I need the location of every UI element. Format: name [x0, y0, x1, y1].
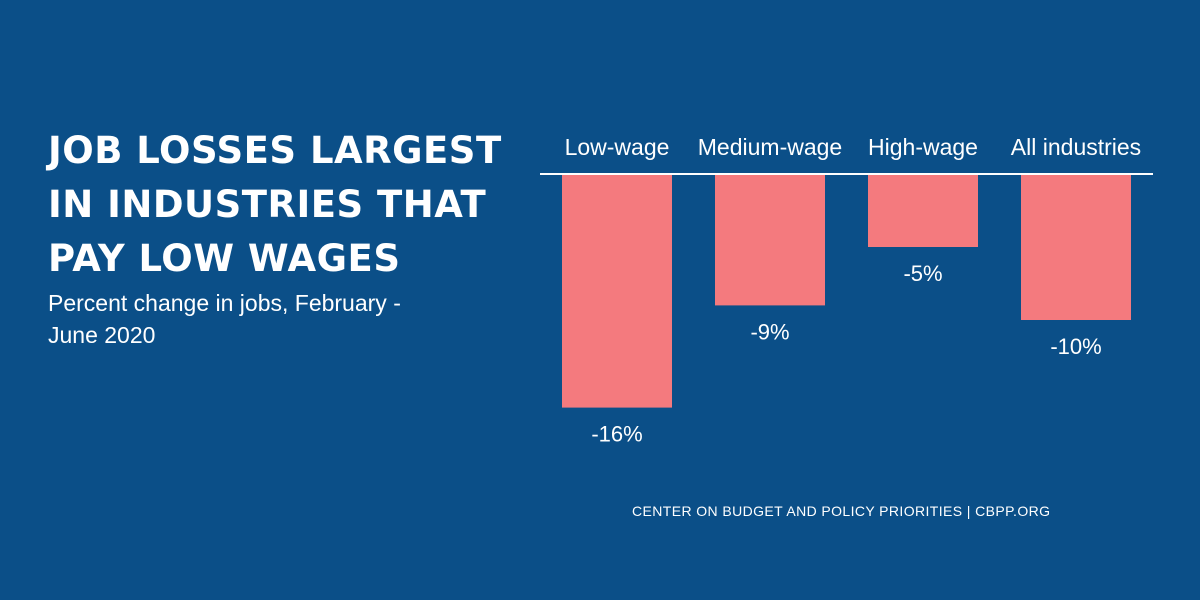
- chart-subtitle-line-2: June 2020: [48, 322, 156, 348]
- category-label-low-wage: Low-wage: [565, 134, 670, 160]
- bars-layer: [562, 174, 1131, 408]
- bar-medium-wage: [715, 174, 825, 306]
- value-labels: -16% -9% -5% -10%: [591, 261, 1101, 447]
- category-label-all-industries: All industries: [1011, 134, 1141, 160]
- chart-title-line-3: PAY LOW WAGES: [48, 237, 401, 280]
- value-label-low-wage: -16%: [591, 422, 642, 447]
- value-label-high-wage: -5%: [903, 261, 942, 286]
- value-label-all-industries: -10%: [1050, 334, 1101, 359]
- category-label-high-wage: High-wage: [868, 134, 978, 160]
- chart-subtitle-line-1: Percent change in jobs, February -: [48, 290, 401, 316]
- category-labels: Low-wage Medium-wage High-wage All industri…: [565, 134, 1142, 160]
- category-label-medium-wage: Medium-wage: [698, 134, 842, 160]
- chart-title: JOB LOSSES LARGEST IN INDUSTRIES THAT PA…: [48, 124, 508, 286]
- chart-subtitle: Percent change in jobs, February - June …: [48, 287, 408, 351]
- source-credit: CENTER ON BUDGET AND POLICY PRIORITIES |…: [632, 503, 1051, 519]
- bar-all-industries: [1021, 174, 1131, 320]
- chart-title-line-2: IN INDUSTRIES THAT: [48, 183, 487, 226]
- bar-low-wage: [562, 174, 672, 408]
- value-label-medium-wage: -9%: [750, 319, 789, 344]
- bar-high-wage: [868, 174, 978, 247]
- chart-title-line-1: JOB LOSSES LARGEST: [48, 129, 502, 172]
